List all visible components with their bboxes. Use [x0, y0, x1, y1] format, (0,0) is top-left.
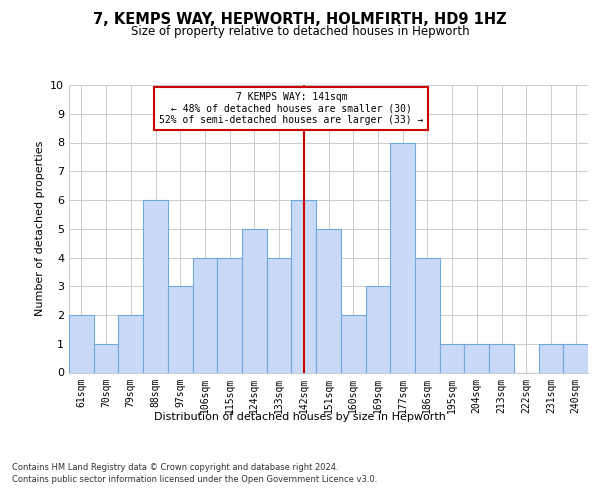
Bar	[464, 344, 489, 372]
Bar	[168, 286, 193, 372]
Bar	[316, 229, 341, 372]
Bar	[143, 200, 168, 372]
Bar	[118, 315, 143, 372]
Bar	[217, 258, 242, 372]
Text: Distribution of detached houses by size in Hepworth: Distribution of detached houses by size …	[154, 412, 446, 422]
Bar	[390, 142, 415, 372]
Bar	[563, 344, 588, 372]
Text: 7, KEMPS WAY, HEPWORTH, HOLMFIRTH, HD9 1HZ: 7, KEMPS WAY, HEPWORTH, HOLMFIRTH, HD9 1…	[93, 12, 507, 28]
Bar	[489, 344, 514, 372]
Bar	[69, 315, 94, 372]
Bar	[242, 229, 267, 372]
Bar	[341, 315, 365, 372]
Text: 7 KEMPS WAY: 141sqm
← 48% of detached houses are smaller (30)
52% of semi-detach: 7 KEMPS WAY: 141sqm ← 48% of detached ho…	[159, 92, 424, 126]
Text: Size of property relative to detached houses in Hepworth: Size of property relative to detached ho…	[131, 25, 469, 38]
Bar	[94, 344, 118, 372]
Bar	[539, 344, 563, 372]
Bar	[415, 258, 440, 372]
Bar	[292, 200, 316, 372]
Y-axis label: Number of detached properties: Number of detached properties	[35, 141, 44, 316]
Bar	[440, 344, 464, 372]
Bar	[193, 258, 217, 372]
Text: Contains public sector information licensed under the Open Government Licence v3: Contains public sector information licen…	[12, 475, 377, 484]
Bar	[267, 258, 292, 372]
Text: Contains HM Land Registry data © Crown copyright and database right 2024.: Contains HM Land Registry data © Crown c…	[12, 462, 338, 471]
Bar	[365, 286, 390, 372]
